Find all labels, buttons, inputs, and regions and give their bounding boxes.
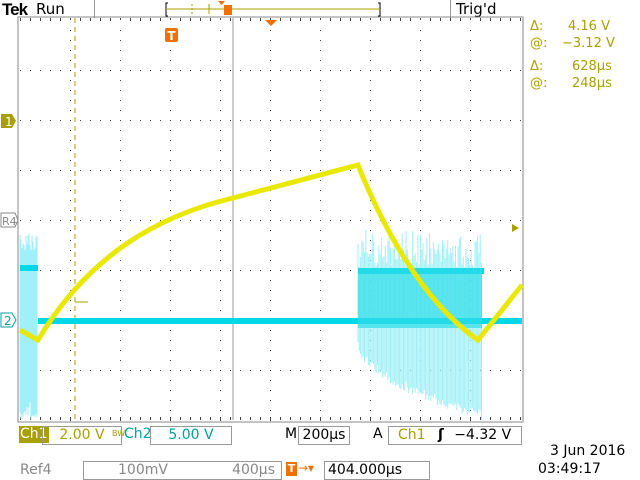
graticule [20,18,521,421]
svg-text:2: 2 [4,314,12,328]
ref4-time: 400µs [232,462,275,479]
date: 3 Jun 2016 [550,443,625,459]
svg-text:R4: R4 [2,215,17,228]
rising-edge-icon: ʃ [438,427,444,443]
ref4-label: Ref4 [20,462,52,478]
trigger-offset-icon: T [286,462,297,476]
time: 03:49:17 [538,461,601,477]
trigger-level: −4.32 V [454,427,511,443]
ch2-button[interactable]: Ch2 [124,426,152,442]
ch2-waveform [20,230,522,420]
record-position-bar [166,1,380,16]
arrow-icon: →▾ [298,461,314,475]
trigger-mode: A [373,426,383,442]
trigger-position[interactable]: 404.000µs [324,461,430,480]
trigger-source: Ch1 [398,427,426,443]
trigger-level-icon [512,224,519,232]
ch2-scale[interactable]: 5.00 V [150,426,232,445]
svg-text:T: T [167,29,176,43]
v-delta: 4.16 V [568,19,610,34]
v-at-label: @: [530,36,547,51]
ch1-scale[interactable]: 2.00 V [42,426,122,445]
ref4-settings[interactable]: 100mV 400µs [83,461,282,480]
t-delta: 628µs [572,59,612,74]
v-delta-label: Δ: [530,19,543,34]
trigger-settings[interactable]: Ch1 ʃ −4.32 V [388,426,522,445]
trigger-position-icon [265,20,277,26]
t-at-label: @: [530,76,547,91]
timebase-label: M [285,426,297,442]
timebase-scale[interactable]: 200µs [298,426,350,445]
t-delta-label: Δ: [530,59,543,74]
waveform-display: T 1 2 R4 [0,0,640,480]
t-at: 248µs [572,76,612,91]
svg-text:1: 1 [5,115,13,129]
grid-dots [20,18,521,421]
ref4-scale: 100mV [118,462,168,478]
v-at: −3.12 V [562,36,615,51]
